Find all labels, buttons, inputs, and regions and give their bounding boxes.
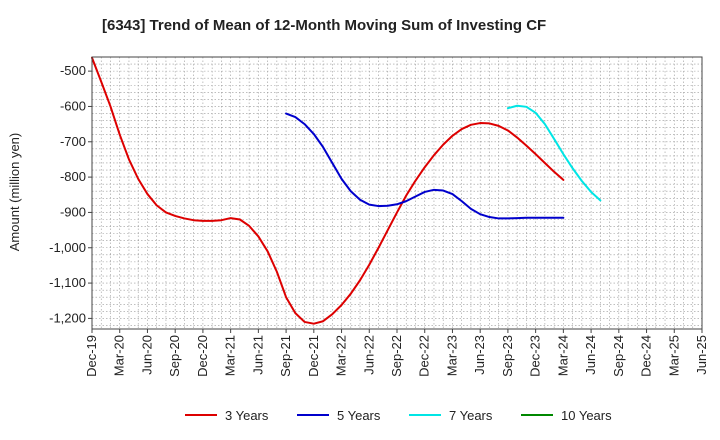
x-tick-label: Sep-20 <box>167 335 182 377</box>
grid-layer <box>92 56 702 329</box>
x-tick-label: Dec-19 <box>84 335 99 377</box>
y-tick-label: -1,000 <box>49 240 86 255</box>
x-tick-label: Dec-20 <box>195 335 210 377</box>
y-tick-labels: -500 -600 -700 -800 -900 -1,000 -1,100 -1,200 <box>49 63 92 325</box>
chart-title: [6343] Trend of Mean of 12-Month Moving … <box>102 17 546 34</box>
x-tick-labels: Dec-19 Mar-20 Jun-20 Sep-20 Dec-20 Mar-21 Jun-… <box>84 329 709 377</box>
x-tick-label: Dec-22 <box>417 335 432 377</box>
y-tick-label: -500 <box>60 63 86 78</box>
x-tick-label: Jun-23 <box>472 335 487 375</box>
x-tick-label: Sep-22 <box>389 335 404 377</box>
x-tick-label: Jun-22 <box>361 335 376 375</box>
series-line-7-years <box>506 104 602 202</box>
x-tick-label: Jun-24 <box>583 335 598 375</box>
x-tick-label: Mar-23 <box>444 335 459 376</box>
legend: 3 Years 5 Years 7 Years 10 Years <box>185 408 612 423</box>
legend-label-5-years: 5 Years <box>337 408 381 423</box>
x-tick-label: Mar-20 <box>112 335 127 376</box>
series-line-5-years <box>285 112 565 220</box>
x-tick-label: Mar-24 <box>555 335 570 376</box>
x-tick-label: Sep-24 <box>611 335 626 377</box>
x-tick-label: Dec-21 <box>306 335 321 377</box>
y-axis-label: Amount (million yen) <box>7 133 22 252</box>
legend-label-10-years: 10 Years <box>561 408 612 423</box>
legend-label-7-years: 7 Years <box>449 408 493 423</box>
x-tick-label: Sep-23 <box>500 335 515 377</box>
x-tick-label: Mar-25 <box>666 335 681 376</box>
series-layer <box>91 56 602 325</box>
x-tick-label: Jun-20 <box>139 335 154 375</box>
y-tick-label: -1,200 <box>49 310 86 325</box>
x-tick-label: Dec-23 <box>528 335 543 377</box>
x-tick-label: Sep-21 <box>278 335 293 377</box>
legend-label-3-years: 3 Years <box>225 408 269 423</box>
series-line-3-years <box>91 56 565 325</box>
x-tick-label: Mar-21 <box>223 335 238 376</box>
x-tick-label: Mar-22 <box>334 335 349 376</box>
x-tick-label: Jun-21 <box>250 335 265 375</box>
y-tick-label: -900 <box>60 204 86 219</box>
y-tick-label: -1,100 <box>49 275 86 290</box>
y-tick-label: -600 <box>60 98 86 113</box>
x-tick-label: Jun-25 <box>694 335 709 375</box>
y-tick-label: -700 <box>60 134 86 149</box>
y-tick-label: -800 <box>60 169 86 184</box>
x-tick-label: Dec-24 <box>639 335 654 377</box>
